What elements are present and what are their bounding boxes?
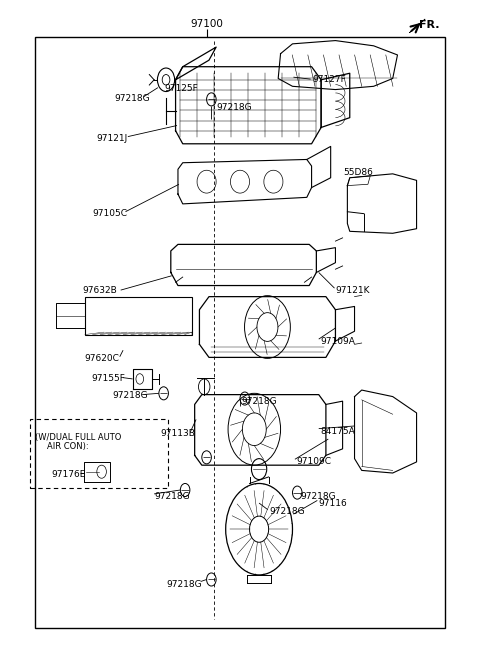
Text: 97105C: 97105C	[92, 209, 127, 218]
Text: 97155F: 97155F	[91, 374, 125, 383]
Text: 97116: 97116	[319, 499, 348, 508]
Text: 84175A: 84175A	[320, 426, 355, 436]
Text: 97218G: 97218G	[113, 392, 148, 400]
Text: 97218G: 97218G	[216, 103, 252, 112]
Text: 97121K: 97121K	[336, 285, 370, 295]
Text: 97176E: 97176E	[51, 470, 86, 479]
Text: AIR CON):: AIR CON):	[47, 442, 88, 451]
Text: (W/DUAL FULL AUTO: (W/DUAL FULL AUTO	[35, 433, 121, 442]
Text: 97109A: 97109A	[320, 337, 355, 346]
Text: 97113B: 97113B	[161, 429, 196, 438]
Text: 97218G: 97218G	[270, 507, 305, 516]
Bar	[35, 37, 445, 628]
Text: 97218G: 97218G	[115, 94, 150, 103]
Text: 55D86: 55D86	[343, 168, 373, 177]
Text: 97127F: 97127F	[312, 75, 346, 84]
Text: 97125F: 97125F	[165, 84, 198, 92]
Polygon shape	[409, 19, 425, 33]
Bar	[85, 297, 192, 335]
Text: 97218G: 97218G	[241, 397, 277, 405]
Text: 97218G: 97218G	[154, 492, 190, 501]
Text: 97100: 97100	[190, 19, 223, 30]
Text: 97218G: 97218G	[166, 579, 202, 588]
Text: FR.: FR.	[419, 20, 440, 30]
Text: 97109C: 97109C	[296, 457, 331, 466]
Text: 97218G: 97218G	[300, 492, 336, 501]
Text: 97121J: 97121J	[97, 134, 128, 143]
Text: 97632B: 97632B	[83, 286, 117, 295]
Text: 97620C: 97620C	[84, 354, 120, 363]
Bar	[30, 419, 168, 488]
